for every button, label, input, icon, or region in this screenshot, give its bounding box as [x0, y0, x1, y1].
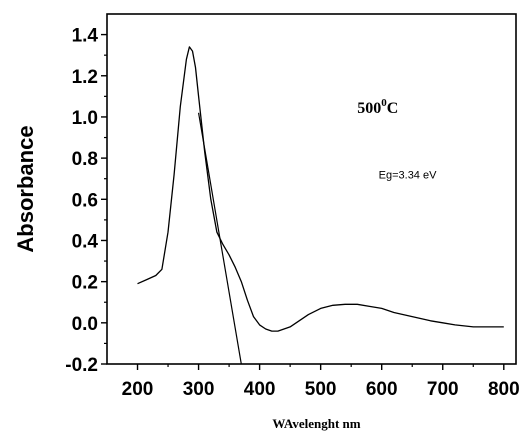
plot-frame [106, 13, 517, 365]
y-tick-label: 0.6 [72, 190, 98, 211]
y-tick-label: 1.2 [72, 67, 98, 88]
x-tick-label: 400 [244, 379, 276, 400]
y-axis-title: Absorbance [13, 125, 38, 252]
y-tick-label: 0.2 [72, 273, 98, 294]
temperature-annotation: 5000C [357, 97, 398, 117]
x-tick-label: 500 [305, 379, 337, 400]
x-tick-label: 300 [183, 379, 215, 400]
temperature-value: 500 [357, 100, 381, 117]
tangent-line [197, 112, 242, 365]
x-tick-label: 200 [122, 379, 154, 400]
y-tick-label: 0.4 [72, 231, 99, 252]
y-tick-label: 0.0 [72, 314, 98, 335]
x-tick-label: 700 [427, 379, 459, 400]
y-tick-label: 1.4 [72, 26, 99, 47]
bandgap-annotation: Eg=3.34 eV [379, 170, 437, 182]
chart-tick-labels: 200 300 400 500 600 700 800 -0.2 0.0 0.2 0.4 0.6 0.8… [65, 26, 519, 400]
absorbance-curve [137, 46, 504, 332]
y-tick-label: -0.2 [65, 355, 98, 376]
x-tick-label: 600 [366, 379, 398, 400]
y-tick-label: 1.0 [72, 108, 98, 129]
x-tick-label: 800 [488, 379, 520, 400]
temperature-superscript: 0 [381, 97, 387, 109]
chart-series [137, 46, 504, 365]
y-tick-label: 0.8 [72, 149, 98, 170]
chart-ticks [101, 33, 505, 370]
x-axis-title: WAvelenght nm [272, 416, 360, 431]
temperature-unit: C [387, 100, 399, 117]
